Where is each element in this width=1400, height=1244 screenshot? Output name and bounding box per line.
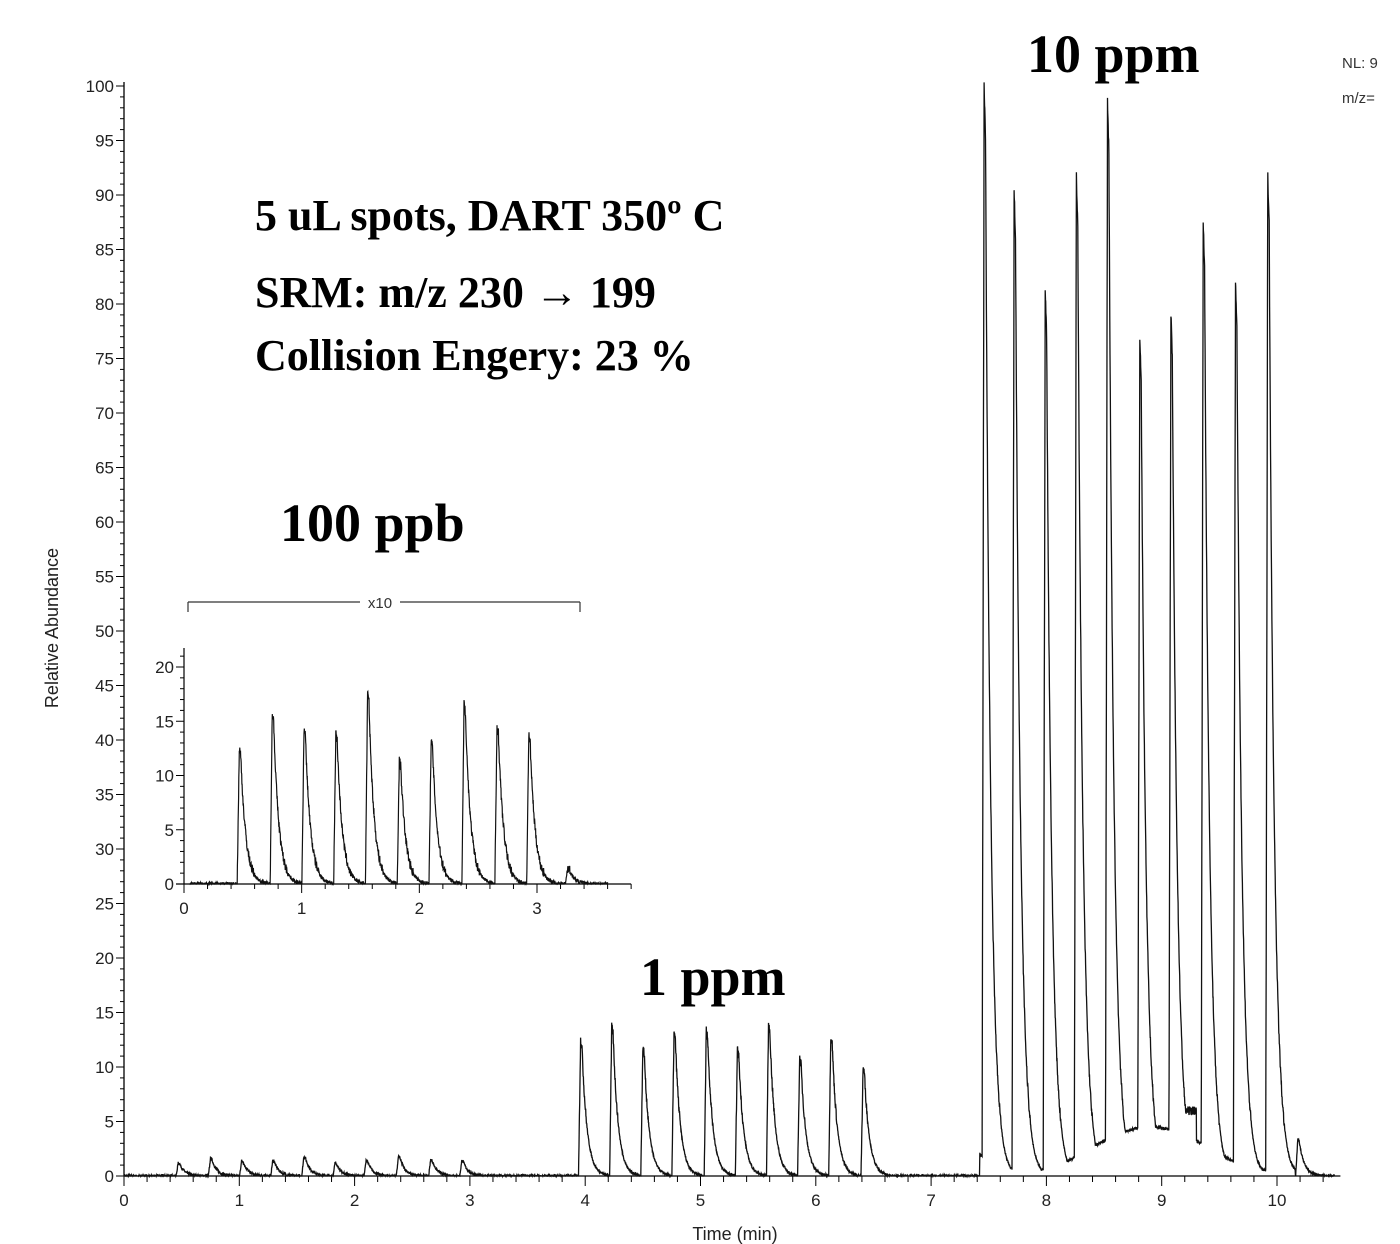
inset-y-tick-label: 20: [155, 658, 174, 677]
conditions-line-3: Collision Engery: 23 %: [255, 331, 694, 380]
y-tick-label: 10: [95, 1058, 114, 1077]
y-tick-label: 5: [105, 1113, 114, 1132]
x10-label-bg: [360, 592, 400, 612]
y-tick-label: 40: [95, 731, 114, 750]
main-trace-line: [123, 82, 1335, 1179]
inset-x-tick-label: 3: [532, 899, 541, 918]
main-trace-group: [123, 82, 1335, 1179]
y-tick-label: 80: [95, 295, 114, 314]
x-tick-label: 7: [926, 1191, 935, 1210]
x-tick-label: 3: [465, 1191, 474, 1210]
conditions-line-1: 5 uL spots, DART 350º C: [255, 191, 724, 240]
conditions-line-2: SRM: m/z 230 → 199: [255, 268, 656, 317]
y-tick-label: 95: [95, 132, 114, 151]
y-tick-label: 75: [95, 350, 114, 369]
y-tick-label: 85: [95, 241, 114, 260]
nl-label: NL: 9: [1342, 55, 1378, 72]
inset-x-tick-label: 0: [179, 899, 188, 918]
inset-trace-line: [189, 689, 609, 887]
inset-y-tick-label: 0: [165, 875, 174, 894]
x-tick-label: 1: [235, 1191, 244, 1210]
y-tick-label: 20: [95, 949, 114, 968]
x-tick-label: 9: [1157, 1191, 1166, 1210]
mz-label: m/z=: [1342, 90, 1375, 107]
label-10ppm: 10 ppm: [1027, 24, 1200, 84]
x-tick-label: 0: [119, 1191, 128, 1210]
y-tick-label: 0: [105, 1167, 114, 1186]
x10-label: x10: [368, 595, 392, 612]
y-tick-label: 100: [86, 77, 114, 96]
y-tick-label: 45: [95, 677, 114, 696]
y-tick-label: 30: [95, 840, 114, 859]
label-1ppm: 1 ppm: [640, 947, 786, 1007]
x-tick-label: 5: [696, 1191, 705, 1210]
x-axis-title: Time (min): [692, 1224, 777, 1244]
x-tick-label: 2: [350, 1191, 359, 1210]
x-tick-label: 10: [1268, 1191, 1287, 1210]
y-tick-label: 65: [95, 459, 114, 478]
y-tick-label: 35: [95, 786, 114, 805]
y-tick-label: 70: [95, 404, 114, 423]
main-axes: 0510152025303540455055606570758085909510…: [86, 77, 1341, 1210]
inset-chart: x10 0 5 10 15 20 0 1 2 3: [155, 592, 632, 918]
inset-y-tick-label: 5: [165, 821, 174, 840]
y-tick-label: 50: [95, 622, 114, 641]
x-tick-label: 4: [580, 1191, 589, 1210]
y-tick-label: 15: [95, 1004, 114, 1023]
inset-x-tick-label: 1: [297, 899, 306, 918]
y-tick-label: 60: [95, 513, 114, 532]
y-axis-title: Relative Abundance: [42, 548, 62, 708]
y-tick-label: 25: [95, 895, 114, 914]
inset-x-tick-label: 2: [415, 899, 424, 918]
y-tick-label: 90: [95, 186, 114, 205]
inset-y-tick-label: 15: [155, 712, 174, 731]
inset-y-tick-label: 10: [155, 767, 174, 786]
x-tick-label: 8: [1042, 1191, 1051, 1210]
label-100ppb: 100 ppb: [280, 493, 465, 553]
x-tick-label: 6: [811, 1191, 820, 1210]
y-tick-label: 55: [95, 568, 114, 587]
